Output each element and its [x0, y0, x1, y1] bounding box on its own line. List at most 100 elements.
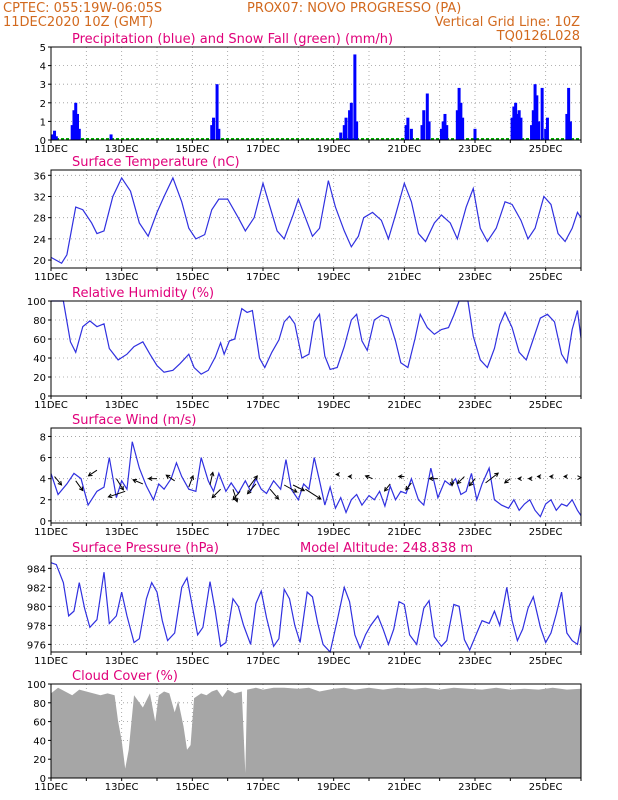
x-tick-label: 15DEC [175, 527, 209, 538]
wind-arrowhead [246, 489, 252, 495]
y-tick-label: 0 [40, 136, 46, 147]
x-tick-label: 17DEC [246, 272, 280, 283]
panel-title: Relative Humidity (%) [72, 286, 214, 301]
precip-bar [531, 110, 535, 140]
x-tick-label: 21DEC [387, 782, 421, 793]
wind-arrowhead [147, 476, 153, 482]
y-tick-label: 20 [33, 373, 46, 384]
precip-bar [427, 121, 431, 140]
precip-bar [537, 121, 541, 140]
x-tick-label: 13DEC [105, 400, 139, 411]
precip-bar [353, 54, 357, 140]
wind-arrowhead [405, 485, 410, 491]
y-tick-label: 28 [33, 214, 46, 225]
x-tick-label: 13DEC [105, 144, 139, 155]
panel-title: Cloud Cover (%) [72, 669, 178, 684]
x-tick-label: 13DEC [105, 272, 139, 283]
precip-bar [455, 110, 459, 140]
y-tick-label: 978 [27, 621, 46, 632]
precip-bar [510, 117, 514, 140]
press-series-line [50, 562, 582, 654]
precip-bar [339, 132, 343, 140]
x-tick-label: 25DEC [529, 782, 563, 793]
panel-frame [50, 300, 582, 397]
precip-bar [439, 128, 443, 140]
precip-bar [459, 102, 463, 140]
wind-arrow [211, 488, 221, 498]
y-tick-label: 100 [27, 680, 46, 691]
y-tick-label: 40 [33, 736, 46, 747]
wind-arrowhead [209, 471, 215, 477]
wind-arrowhead [233, 497, 239, 503]
wind-arrowhead [57, 480, 63, 486]
y-tick-label: 984 [27, 564, 46, 575]
wind-arrow [485, 472, 499, 484]
y-tick-label: 982 [27, 583, 46, 594]
y-tick-label: 80 [33, 699, 46, 710]
x-tick-label: 15DEC [175, 144, 209, 155]
y-tick-label: 6 [40, 454, 46, 465]
wind-arrowhead [253, 475, 258, 480]
wind-arrowhead [165, 474, 171, 479]
precip-bar [349, 102, 353, 140]
wind-arrowhead [232, 495, 237, 501]
x-tick-label: 17DEC [246, 527, 280, 538]
y-tick-label: 20 [33, 256, 46, 267]
precip-bar [519, 117, 523, 140]
header-grid-note: Vertical Grid Line: 10Z [434, 15, 580, 30]
wind-arrowhead [292, 488, 298, 493]
precip-bar [425, 93, 429, 140]
y-tick-label: 5 [40, 43, 46, 54]
x-tick-label: 25DEC [529, 656, 563, 667]
wind-arrow [469, 478, 476, 486]
x-tick-label: 25DEC [529, 400, 563, 411]
precip-bar [517, 110, 521, 140]
precip-bar [72, 110, 76, 140]
wind-arrowhead [428, 476, 434, 482]
wind-arrow [188, 475, 194, 488]
precip-bar [533, 84, 537, 140]
x-tick-label: 19DEC [317, 144, 351, 155]
x-tick-label: 21DEC [387, 144, 421, 155]
precip-bar [514, 102, 518, 140]
x-tick-label: 19DEC [317, 656, 351, 667]
wind-arrow [292, 484, 305, 492]
x-tick-label: 11DEC [34, 144, 68, 155]
y-tick-label: 0 [40, 517, 46, 528]
precip-bar [565, 113, 569, 140]
wind-arrowhead [456, 479, 462, 485]
precip-bar [420, 125, 424, 140]
wind-arrow [165, 474, 175, 482]
wind-arrow [269, 488, 279, 500]
wind-arrowhead [364, 474, 370, 480]
x-tick-label: 23DEC [458, 144, 492, 155]
precip-bar [461, 117, 465, 140]
wind-arrowhead [132, 478, 138, 484]
precip-bar [215, 84, 219, 140]
wind-arrow [247, 483, 257, 495]
x-tick-label: 23DEC [458, 656, 492, 667]
y-tick-label: 1 [40, 117, 46, 128]
x-tick-label: 11DEC [34, 656, 68, 667]
wind-arrowhead [527, 476, 533, 482]
precip-bar [568, 121, 572, 140]
y-tick-label: 8 [40, 432, 46, 443]
header-run-time: 11DEC2020 10Z (GMT) [3, 15, 154, 30]
y-tick-label: 4 [40, 475, 46, 486]
precip-bar [54, 136, 58, 140]
x-tick-label: 15DEC [175, 400, 209, 411]
precip-bar [567, 87, 571, 140]
x-tick-label: 13DEC [105, 656, 139, 667]
wind-arrowhead [494, 472, 500, 477]
x-tick-label: 23DEC [458, 527, 492, 538]
wind-arrowhead [563, 474, 568, 479]
wind-arrowhead [78, 486, 84, 492]
precip-bar [445, 125, 449, 140]
x-tick-label: 13DEC [105, 527, 139, 538]
panel-frame [50, 46, 582, 141]
precip-bar [355, 121, 359, 140]
wind-arrow [115, 478, 124, 491]
wind-arrowhead [335, 472, 340, 477]
x-tick-label: 19DEC [317, 782, 351, 793]
precip-bar [530, 125, 534, 140]
